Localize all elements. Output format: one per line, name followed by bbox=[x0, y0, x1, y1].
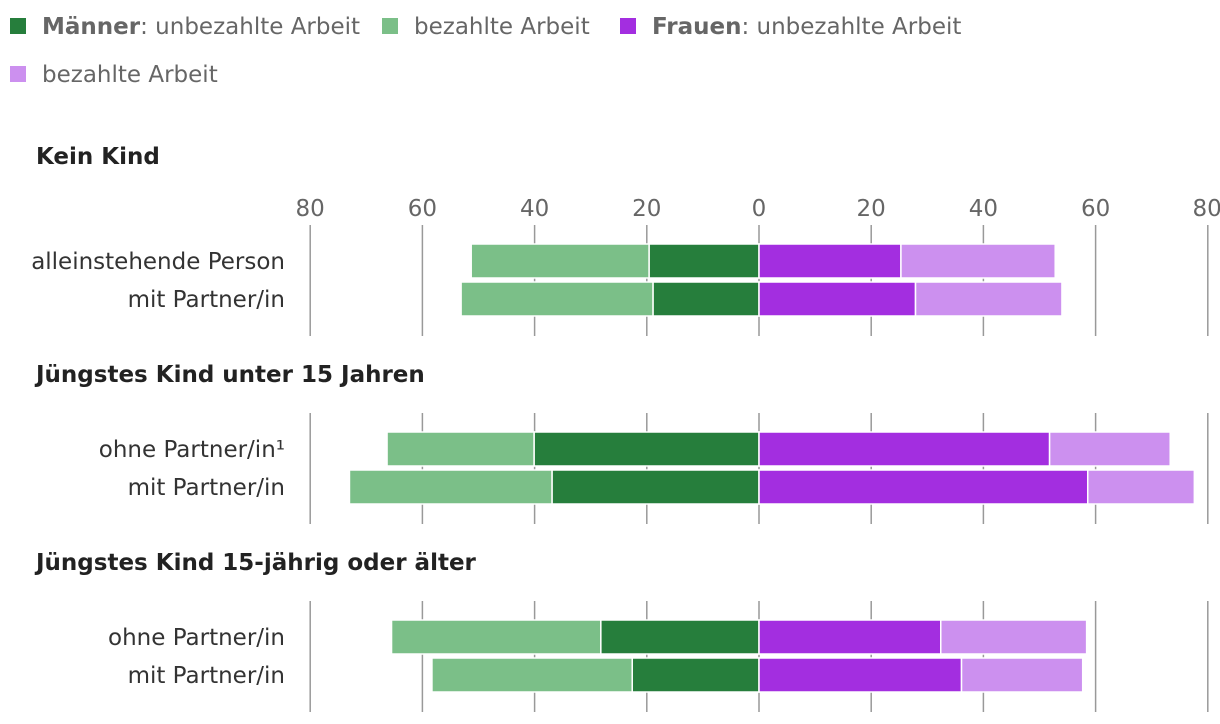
bar-row: mit Partner/in bbox=[128, 657, 1084, 693]
axis-tick-label: 0 bbox=[752, 196, 767, 222]
group-title: Jüngstes Kind unter 15 Jahren bbox=[34, 362, 425, 388]
axis-tick-label: 20 bbox=[632, 196, 661, 222]
legend-label-1: bezahlte Arbeit bbox=[414, 14, 590, 40]
men-paid-bar bbox=[348, 469, 553, 505]
axis-tick-label: 60 bbox=[1081, 196, 1110, 222]
women-unpaid-bar bbox=[758, 657, 963, 693]
women-unpaid-bar bbox=[758, 469, 1089, 505]
legend-label-bold: Männer bbox=[42, 14, 141, 40]
men-paid-bar bbox=[386, 431, 535, 467]
women-paid-bar bbox=[900, 243, 1056, 279]
axis-tick-label: 20 bbox=[857, 196, 886, 222]
women-unpaid-bar bbox=[758, 243, 902, 279]
legend-label-text: bezahlte Arbeit bbox=[42, 62, 218, 88]
legend-swatch-2 bbox=[620, 18, 636, 34]
bar-row: mit Partner/in bbox=[128, 469, 1196, 505]
legend-label-text: : unbezahlte Arbeit bbox=[741, 14, 961, 40]
axis-tick-label: 80 bbox=[296, 196, 325, 222]
axis-tick-label: 60 bbox=[408, 196, 437, 222]
legend-label-text: : unbezahlte Arbeit bbox=[140, 14, 360, 40]
women-paid-bar bbox=[1086, 469, 1196, 505]
legend-label-0: Männer: unbezahlte Arbeit bbox=[42, 14, 360, 40]
chart-group-2: Jüngstes Kind 15-jährig oder älter ohne P… bbox=[34, 550, 1209, 712]
women-paid-bar bbox=[914, 281, 1063, 317]
bar-row: alleinstehende Person bbox=[31, 243, 1056, 279]
row-label: alleinstehende Person bbox=[31, 249, 285, 275]
legend-swatch-0 bbox=[10, 18, 26, 34]
legend-swatch-1 bbox=[382, 18, 398, 34]
men-paid-bar bbox=[460, 281, 654, 317]
men-paid-bar bbox=[390, 619, 602, 655]
row-label: ohne Partner/in¹ bbox=[99, 437, 285, 463]
women-paid-bar bbox=[940, 619, 1088, 655]
legend-label-bold: Frauen bbox=[652, 14, 741, 40]
bar-row: ohne Partner/in¹ bbox=[99, 431, 1171, 467]
men-unpaid-bar bbox=[631, 657, 760, 693]
chart-group-0: Kein Kind 80 60 40 20 0 20 40 60 80 alleinstehende… bbox=[31, 144, 1220, 336]
bar-row: ohne Partner/in bbox=[108, 619, 1088, 655]
men-unpaid-bar bbox=[648, 243, 760, 279]
axis-tick-label: 80 bbox=[1193, 196, 1220, 222]
men-unpaid-bar bbox=[551, 469, 760, 505]
chart-groups: Kein Kind 80 60 40 20 0 20 40 60 80 alleinstehende… bbox=[31, 144, 1220, 712]
row-label: mit Partner/in bbox=[128, 287, 285, 313]
men-paid-bar bbox=[470, 243, 650, 279]
axis-tick-label: 40 bbox=[969, 196, 998, 222]
women-unpaid-bar bbox=[758, 281, 917, 317]
legend-label-text: bezahlte Arbeit bbox=[414, 14, 590, 40]
men-unpaid-bar bbox=[533, 431, 760, 467]
legend-label-2: Frauen: unbezahlte Arbeit bbox=[652, 14, 961, 40]
women-paid-bar bbox=[1048, 431, 1171, 467]
group-title: Jüngstes Kind 15-jährig oder älter bbox=[34, 550, 477, 576]
women-unpaid-bar bbox=[758, 619, 942, 655]
group-title: Kein Kind bbox=[36, 144, 160, 170]
men-unpaid-bar bbox=[652, 281, 760, 317]
legend: Männer: unbezahlte Arbeit bezahlte Arbeit… bbox=[10, 14, 961, 88]
men-paid-bar bbox=[431, 657, 633, 693]
women-paid-bar bbox=[960, 657, 1084, 693]
row-label: ohne Partner/in bbox=[108, 625, 285, 651]
chart-group-1: Jüngstes Kind unter 15 Jahren ohne Partne… bbox=[34, 362, 1209, 524]
row-label: mit Partner/in bbox=[128, 475, 285, 501]
row-label: mit Partner/in bbox=[128, 663, 285, 689]
bar-row: mit Partner/in bbox=[128, 281, 1063, 317]
women-unpaid-bar bbox=[758, 431, 1051, 467]
axis-tick-label: 40 bbox=[520, 196, 549, 222]
legend-label-3: bezahlte Arbeit bbox=[42, 62, 218, 88]
legend-swatch-3 bbox=[10, 66, 26, 82]
men-unpaid-bar bbox=[600, 619, 760, 655]
